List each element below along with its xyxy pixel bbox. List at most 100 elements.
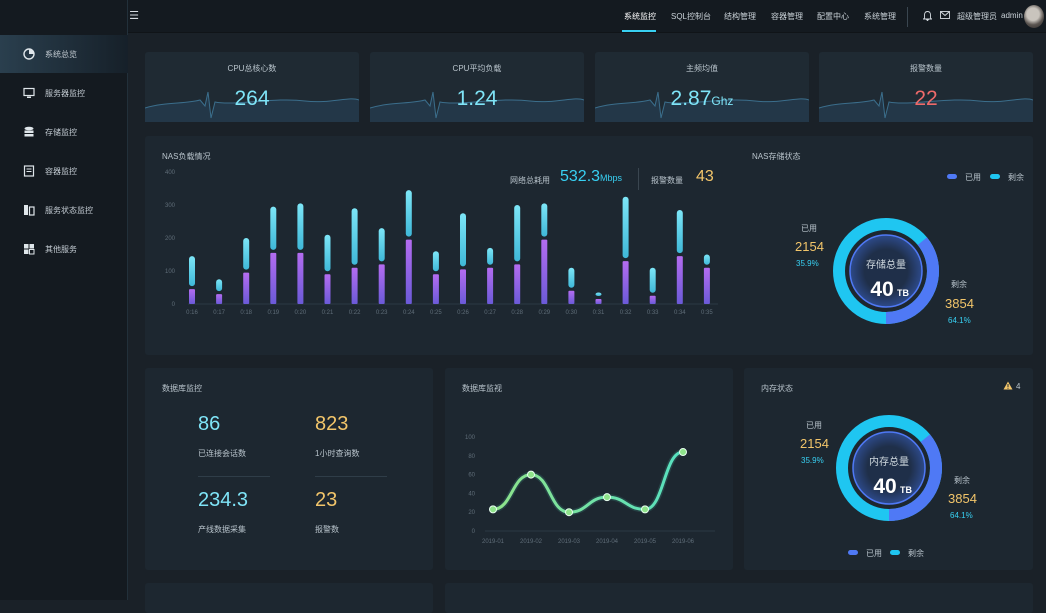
bar-bottom: [460, 269, 466, 304]
y-tick-label: 300: [165, 203, 176, 209]
alarm-label: 报警数量: [651, 176, 683, 185]
memory-card: 内存状态 4 内存总量 40 TB 已用 2154 35.9% 剩余 3854 64…: [744, 368, 1033, 570]
donut-center: [852, 431, 926, 505]
bar-top: [189, 256, 195, 287]
bar-bottom: [324, 274, 331, 304]
x-tick-label: 0:23: [376, 310, 388, 316]
y-tick-label: 200: [165, 236, 176, 242]
x-tick-label: 2019-05: [634, 539, 657, 545]
bar-bottom: [405, 239, 412, 304]
dashboard-icon: [23, 48, 35, 60]
bell-icon[interactable]: [923, 11, 932, 21]
database-icon: [23, 126, 35, 138]
bar-top: [243, 238, 250, 270]
bar-bottom: [568, 290, 575, 304]
x-tick-label: 0:29: [538, 310, 550, 316]
sidebar-item-label: 服务器监控: [45, 88, 85, 98]
db-collect-label: 产线数据采集: [198, 525, 246, 534]
storage-free-value: 3854: [945, 296, 974, 311]
sidebar-item-label: 其他服务: [45, 244, 77, 254]
stat-sparkline: [595, 91, 809, 122]
bar-bottom: [243, 272, 250, 304]
bar-bottom: [378, 264, 385, 304]
donut-center-value: 40: [873, 475, 896, 498]
user-name[interactable]: admin: [1001, 11, 1023, 20]
memory-used-value: 2154: [800, 436, 829, 451]
legend-used-label: 已用: [965, 173, 981, 182]
nas-title: NAS负载情况: [162, 152, 211, 161]
x-tick-label: 0:30: [566, 310, 578, 316]
donut-center-unit: TB: [897, 288, 909, 298]
warning-icon[interactable]: [1003, 381, 1013, 390]
sidebar-item-label: 容器监控: [45, 166, 77, 176]
stat-sparkline: [370, 91, 584, 122]
nav-item-5[interactable]: 配置中心: [817, 12, 849, 21]
x-tick-label: 0:26: [457, 310, 469, 316]
network-label: 网络总耗用: [510, 176, 550, 185]
nav-item-3[interactable]: 结构管理: [724, 12, 756, 21]
bar-top: [216, 279, 223, 292]
bar-bottom: [297, 252, 304, 304]
y-tick-label: 40: [468, 491, 475, 497]
bar-top: [703, 254, 710, 265]
nav-item-6[interactable]: 系统管理: [864, 12, 896, 21]
legend-used-label: 已用: [866, 549, 882, 558]
sidebar-item-3[interactable]: 存储监控: [0, 113, 128, 151]
legend-used-swatch: [947, 174, 957, 179]
x-tick-label: 0:33: [647, 310, 659, 316]
memory-used-label: 已用: [806, 421, 822, 430]
bar-top: [460, 213, 466, 267]
menu-toggle-icon[interactable]: ☰: [129, 10, 139, 22]
bar-top: [622, 196, 629, 259]
memory-donut-chart: 内存总量 40 TB: [836, 415, 942, 521]
x-tick-label: 2019-06: [672, 539, 695, 545]
nav-item-4[interactable]: 容器管理: [771, 12, 803, 21]
db-monitor-card: 数据库监控 86 已连接会话数 823 1小时查询数 234.3 产线数据采集 …: [145, 368, 433, 570]
line-point: [641, 505, 649, 514]
y-tick-label: 0: [472, 529, 476, 535]
db-title: 数据库监控: [162, 384, 202, 393]
sidebar-item-label: 服务状态监控: [45, 205, 93, 215]
y-tick-label: 80: [468, 454, 475, 460]
server-icon: [23, 87, 35, 99]
mail-icon[interactable]: [940, 11, 950, 20]
stat-card-3: 主频均值 2.87Ghz: [595, 52, 809, 122]
x-tick-label: 0:25: [430, 310, 442, 316]
sidebar-item-label: 系统总览: [45, 49, 77, 59]
bar-bottom: [676, 256, 683, 304]
stat-value: 2.87Ghz: [670, 87, 734, 110]
sidebar-item-5[interactable]: 服务状态监控: [0, 191, 128, 229]
bar-bottom: [622, 261, 629, 304]
line-point: [603, 493, 611, 502]
memory-free-label: 剩余: [954, 476, 970, 485]
stat-value: 22: [914, 87, 938, 110]
stat-card-1: CPU总核心数 264: [145, 52, 359, 122]
x-tick-label: 0:21: [322, 310, 334, 316]
container-icon: [23, 165, 35, 177]
db-queries-label: 1小时查询数: [315, 449, 360, 458]
nav-item-2[interactable]: SQL控制台: [671, 12, 712, 21]
legend-free-label: 剩余: [1008, 173, 1024, 182]
y-tick-label: 60: [468, 473, 475, 479]
x-tick-label: 0:27: [484, 310, 496, 316]
x-tick-label: 2019-03: [558, 539, 581, 545]
bar-bottom: [487, 267, 494, 304]
bar-top: [568, 267, 575, 288]
legend-free-swatch: [890, 550, 900, 555]
bar-top: [405, 190, 412, 237]
sidebar-item-4[interactable]: 容器监控: [0, 152, 128, 190]
bar-bottom: [595, 299, 602, 304]
sidebar-item-2[interactable]: 服务器监控: [0, 74, 128, 112]
avatar[interactable]: [1024, 5, 1044, 28]
donut-center-label: 存储总量: [866, 258, 906, 271]
x-tick-label: 0:34: [674, 310, 686, 316]
bar-bottom: [351, 267, 358, 304]
x-tick-label: 0:18: [240, 310, 252, 316]
nav-item-1[interactable]: 系统监控: [624, 12, 656, 21]
storage-used-label: 已用: [801, 224, 817, 233]
stat-label: 主频均值: [686, 64, 718, 73]
sidebar-item-6[interactable]: 其他服务: [0, 230, 128, 268]
divider: [315, 476, 387, 477]
y-tick-label: 20: [468, 510, 475, 516]
sidebar-item-1[interactable]: 系统总览: [0, 35, 128, 73]
